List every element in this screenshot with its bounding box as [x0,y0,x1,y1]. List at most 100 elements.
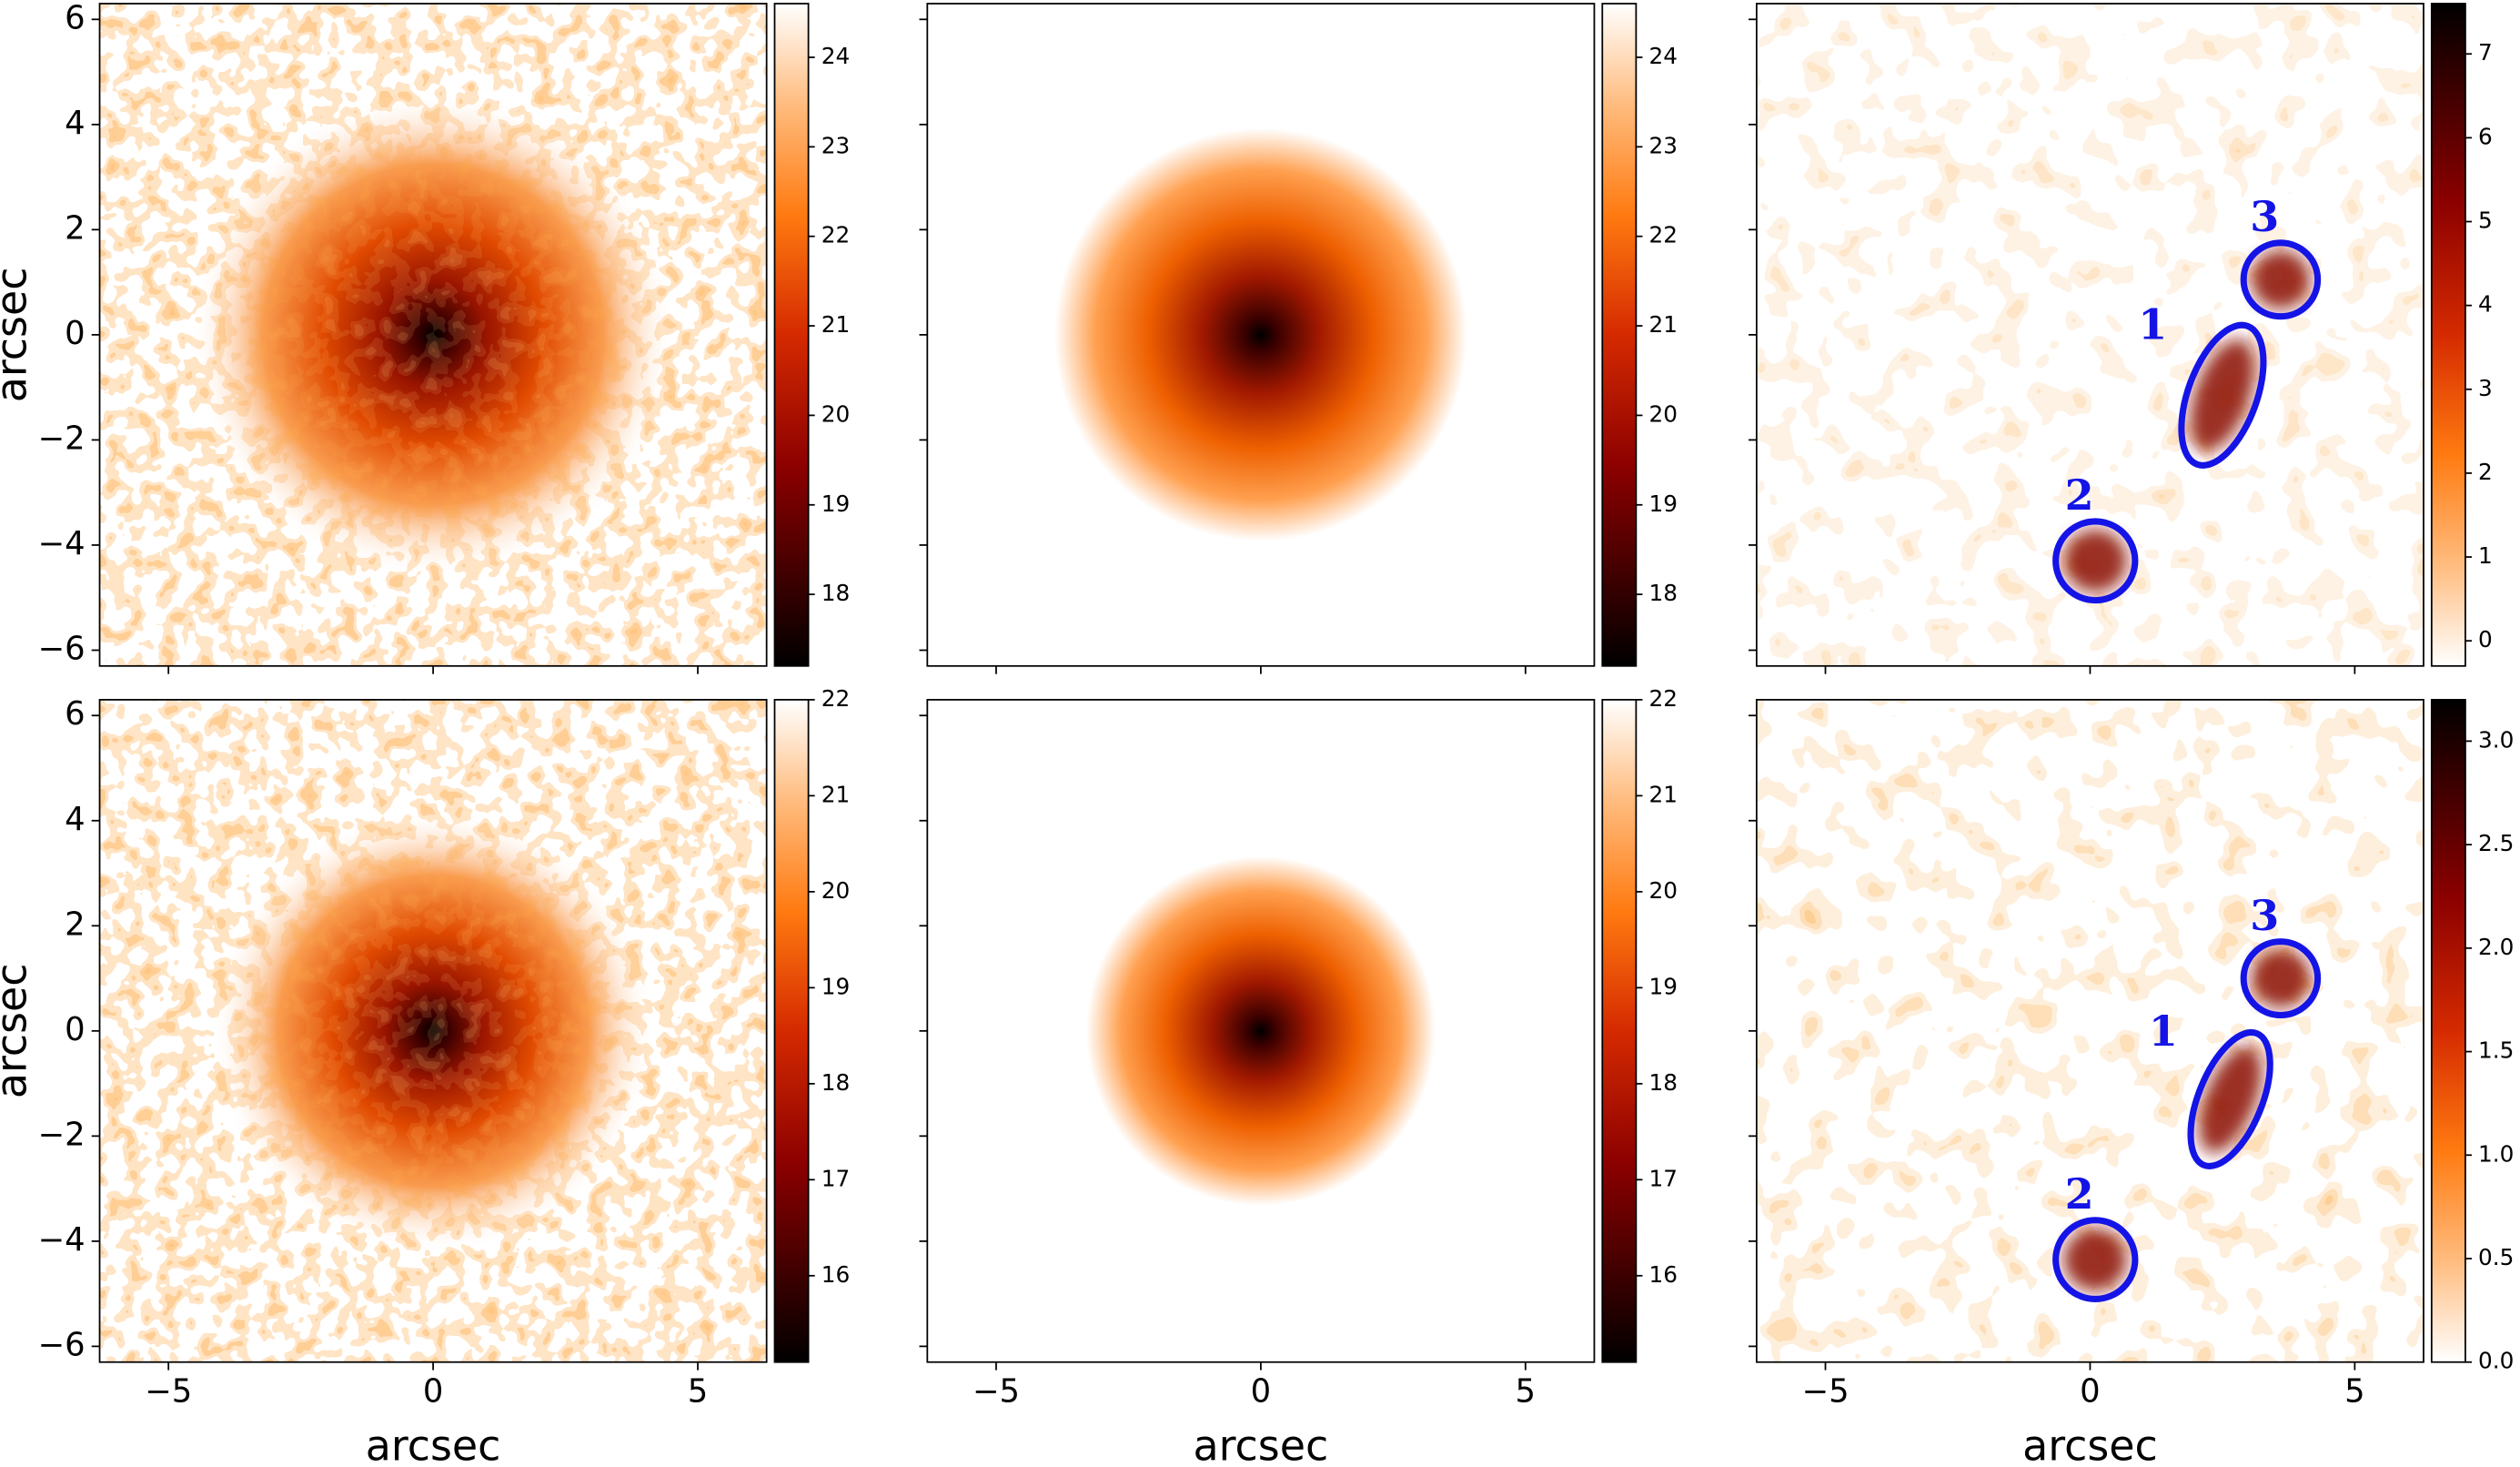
region [2187,1028,2273,1169]
model [1085,855,1436,1206]
x-tick-label: 0 [2080,1372,2100,1410]
y-tick-label: 2 [65,209,85,247]
y-axis-label: arcsec [0,963,35,1098]
x-tick-label: −5 [145,1372,192,1410]
colorbar-tick-label: 3 [2478,375,2493,401]
colorbar-tick-label: 23 [822,132,850,158]
residual-blob [2198,1046,2263,1153]
colorbar-tick-label: 20 [1649,400,1678,427]
residual-blob [2251,948,2311,1008]
colorbar-tick-label: 0.0 [2478,1348,2514,1374]
image [1756,3,2424,666]
colorbar-tick-label: 2 [2478,459,2493,485]
image [99,3,767,666]
colorbar-tick-label: 17 [822,1165,850,1191]
x-tick-label: 0 [1251,1372,1271,1410]
colorbar-tick-label: 4 [2478,291,2493,318]
y-tick-label: 6 [65,0,85,36]
colorbar-tick-label: 2.0 [2478,934,2514,960]
image [927,3,1595,666]
colorbar-tick-label: 0.5 [2478,1244,2514,1270]
colorbar-tick-label: 1.0 [2478,1140,2514,1167]
region [2052,518,2139,604]
y-tick-label: 0 [65,315,85,352]
colorbar-tick-label: 21 [822,781,850,807]
colorbar-tick-label: 22 [1649,685,1678,712]
noise [99,699,767,1362]
colorbar-tick-label: 19 [1649,491,1678,517]
colorbar [1601,3,1638,667]
colorbar [773,699,810,1363]
region-label: 2 [2065,1169,2094,1219]
x-axis-label: arcsec [2022,1421,2158,1467]
x-tick-label: −5 [1801,1372,1849,1410]
colorbar-tick-label: 21 [822,311,850,338]
region [2240,239,2322,320]
y-tick-label: −4 [38,1221,86,1259]
colorbar-tick-label: 24 [822,43,850,69]
image [99,699,767,1362]
y-tick-label: −2 [38,420,86,457]
colorbar-tick-label: 17 [1649,1165,1678,1191]
colorbar-tick-label: 19 [822,491,850,517]
colorbar [1601,699,1638,1363]
region-label: 3 [2250,192,2279,241]
colorbar-tick-label: 1 [2478,542,2493,569]
colorbar [2430,3,2466,667]
colorbar-tick-label: 18 [1649,1069,1678,1096]
region [2052,1217,2139,1302]
y-tick-label: −6 [38,1326,86,1363]
colorbar-tick-label: 0 [2478,626,2493,653]
colorbar-tick-label: 22 [822,222,850,248]
colorbar [773,3,810,667]
colorbar-tick-label: 5 [2478,207,2493,234]
residual-blob [2063,529,2128,592]
image [1756,699,2424,1362]
x-axis-label: arcsec [1194,1421,1329,1467]
y-tick-label: 0 [65,1011,85,1048]
x-axis-label: arcsec [366,1421,501,1467]
colorbar-tick-label: 20 [822,877,850,904]
noise [99,3,767,666]
colorbar-tick-label: 2.5 [2478,830,2514,856]
residual-blob [2063,1228,2128,1291]
colorbar-tick-label: 19 [1649,973,1678,999]
colorbar-tick-label: 22 [822,685,850,712]
region-label: 1 [2138,300,2167,349]
y-tick-label: 2 [65,905,85,943]
region [2178,321,2267,469]
colorbar-tick-label: 20 [822,400,850,427]
colorbar-tick-label: 21 [1649,311,1678,338]
colorbar-tick-label: 19 [822,973,850,999]
colorbar-tick-label: 16 [1649,1261,1678,1288]
colorbar-tick-label: 22 [1649,222,1678,248]
colorbar-tick-label: 23 [1649,132,1678,158]
image [927,699,1595,1362]
residual-blob [2189,339,2255,451]
colorbar-tick-label: 18 [822,580,850,606]
colorbar-tick-label: 7 [2478,39,2493,66]
residual-blob [2251,249,2311,309]
y-tick-label: −4 [38,525,86,562]
colorbar-tick-label: 1.5 [2478,1037,2514,1064]
region-label: 2 [2065,470,2094,520]
x-tick-label: 0 [423,1372,443,1410]
y-tick-label: 4 [65,801,85,838]
y-axis-label: arcsec [0,268,35,403]
colorbar-tick-label: 3.0 [2478,726,2514,753]
region-label: 3 [2250,891,2279,940]
region-label: 1 [2149,1007,2178,1056]
model [1053,127,1467,541]
colorbar-tick-label: 24 [1649,43,1678,69]
x-tick-label: 5 [688,1372,708,1410]
region [2240,938,2322,1019]
y-tick-label: −6 [38,630,86,667]
y-tick-label: 6 [65,695,85,733]
colorbar [2430,699,2466,1363]
colorbar-tick-label: 6 [2478,123,2493,149]
colorbar-tick-label: 16 [822,1261,850,1288]
y-tick-label: 4 [65,105,85,142]
x-tick-label: 5 [2344,1372,2364,1410]
